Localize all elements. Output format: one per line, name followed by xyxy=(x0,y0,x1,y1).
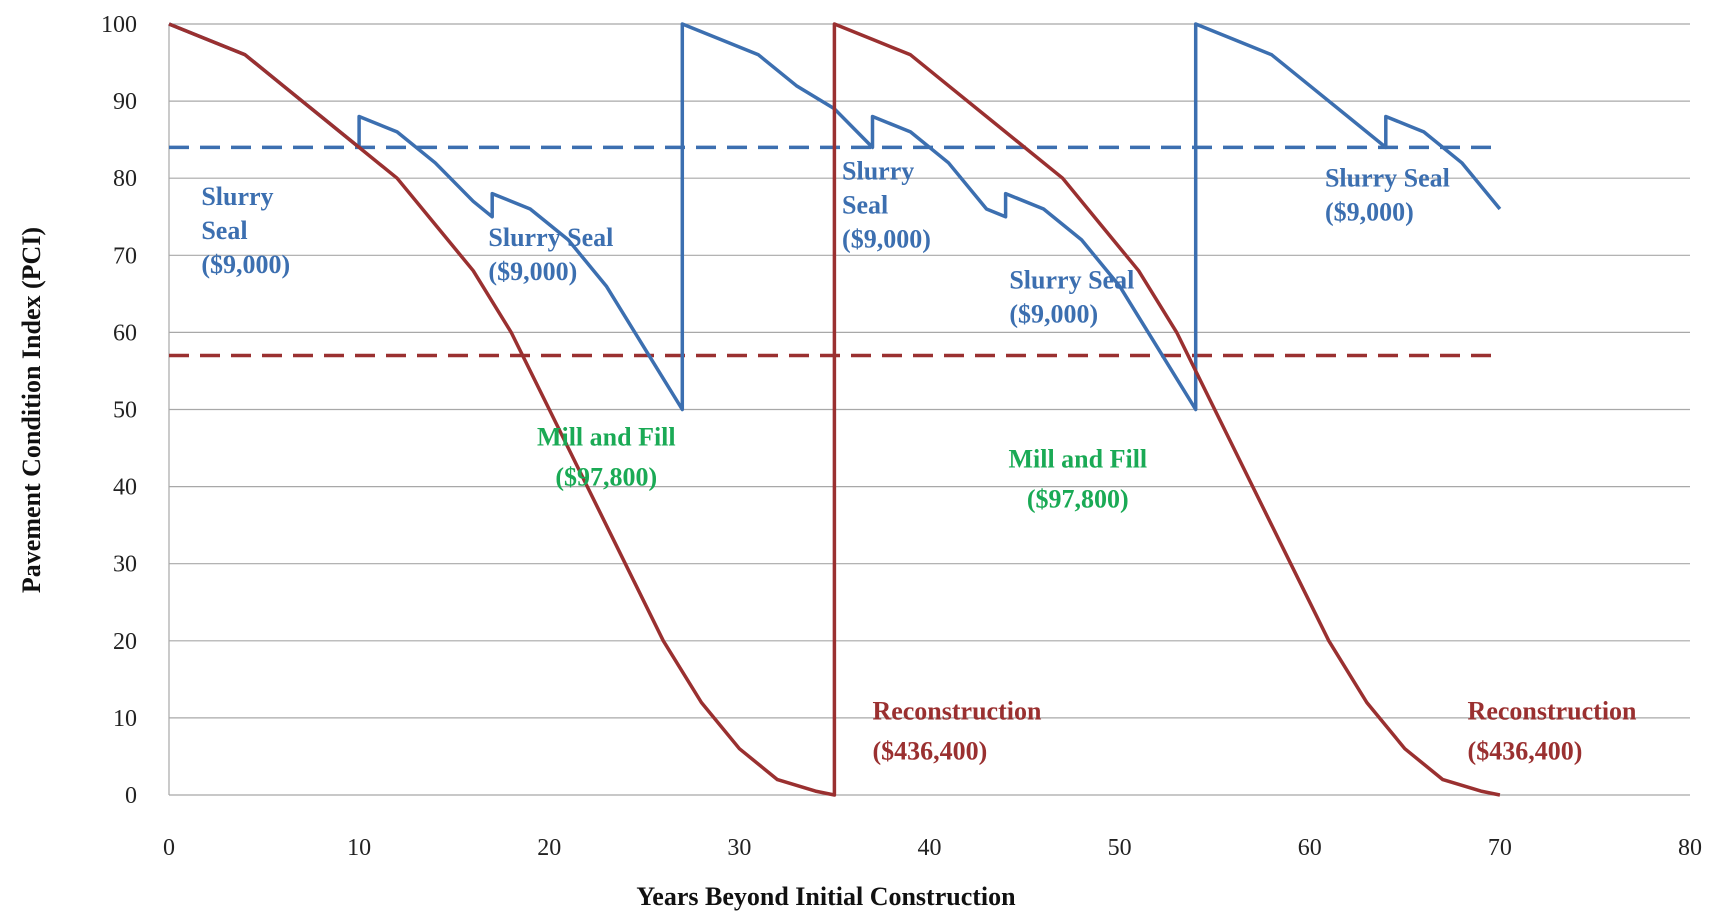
annotation-7: Mill and Fill ($97,800) xyxy=(1008,444,1147,513)
y-tick-label: 100 xyxy=(101,12,137,38)
x-tick-label: 50 xyxy=(1108,835,1132,861)
annotation-2: Slurry Seal ($9,000) xyxy=(488,223,613,286)
annotation-line: ($9,000) xyxy=(1325,198,1414,227)
x-tick-label: 20 xyxy=(537,835,561,861)
y-tick-label: 80 xyxy=(113,166,137,192)
series-line-1 xyxy=(168,22,1502,412)
x-tick-label: 70 xyxy=(1488,835,1512,861)
series-line-2 xyxy=(168,22,1501,797)
annotation-line: Reconstruction xyxy=(872,696,1042,725)
x-tick-label: 0 xyxy=(163,835,175,861)
x-axis-title: Years Beyond Initial Construction xyxy=(636,882,1016,911)
annotation-1: Slurry Seal ($9,000) xyxy=(201,182,290,279)
annotation-line: Slurry Seal xyxy=(1009,265,1134,294)
annotation-line: ($9,000) xyxy=(842,225,931,254)
annotation-line: Seal xyxy=(201,216,247,245)
y-tick-label: 90 xyxy=(113,89,137,115)
annotation-line: ($97,800) xyxy=(555,463,657,492)
annotation-line: Seal xyxy=(842,191,888,220)
annotation-line: Reconstruction xyxy=(1468,696,1638,725)
x-tick-label: 80 xyxy=(1678,835,1702,861)
x-tick-label: 10 xyxy=(347,835,371,861)
annotation-line: ($436,400) xyxy=(872,736,987,765)
y-tick-label: 60 xyxy=(113,320,137,346)
annotation-line: ($9,000) xyxy=(1009,299,1098,328)
annotation-line: ($9,000) xyxy=(488,257,577,286)
gridlines xyxy=(168,23,1690,796)
y-tick-label: 20 xyxy=(113,629,137,655)
annotation-line: Slurry xyxy=(201,182,273,211)
x-tick-label: 60 xyxy=(1298,835,1322,861)
annotations: Slurry Seal ($9,000)Slurry Seal ($9,000)Slu… xyxy=(201,157,1637,766)
annotation-line: Mill and Fill xyxy=(1008,444,1147,473)
x-tick-label: 40 xyxy=(918,835,942,861)
annotation-line: ($9,000) xyxy=(201,250,290,279)
annotation-line: Slurry Seal xyxy=(1325,164,1450,193)
annotation-line: ($97,800) xyxy=(1027,484,1129,513)
annotation-4: Slurry Seal ($9,000) xyxy=(1009,265,1134,328)
annotation-line: Mill and Fill xyxy=(537,423,676,452)
annotation-6: Mill and Fill ($97,800) xyxy=(537,423,676,492)
y-axis-title: Pavement Condition Index (PCI) xyxy=(17,227,46,593)
annotation-line: Slurry Seal xyxy=(488,223,613,252)
annotation-line: ($436,400) xyxy=(1468,736,1583,765)
series-lines xyxy=(168,22,1502,797)
y-tick-label: 40 xyxy=(113,475,137,501)
y-tick-label: 50 xyxy=(113,398,137,424)
annotation-line: Slurry xyxy=(842,157,914,186)
x-tick-label: 30 xyxy=(727,835,751,861)
y-tick-label: 70 xyxy=(113,243,137,269)
y-axis-ticks: 0 10 20 30 40 50 60 70 80 90 100 xyxy=(101,12,137,809)
y-tick-label: 0 xyxy=(125,783,137,809)
annotation-8: Reconstruction ($436,400) xyxy=(872,696,1042,765)
annotation-3: Slurry Seal ($9,000) xyxy=(842,157,931,254)
y-tick-label: 30 xyxy=(113,552,137,578)
annotation-9: Reconstruction ($436,400) xyxy=(1468,696,1638,765)
annotation-5: Slurry Seal ($9,000) xyxy=(1325,164,1450,227)
y-tick-label: 10 xyxy=(113,706,137,732)
x-axis-ticks: 0 10 20 30 40 50 60 70 80 xyxy=(163,835,1702,861)
